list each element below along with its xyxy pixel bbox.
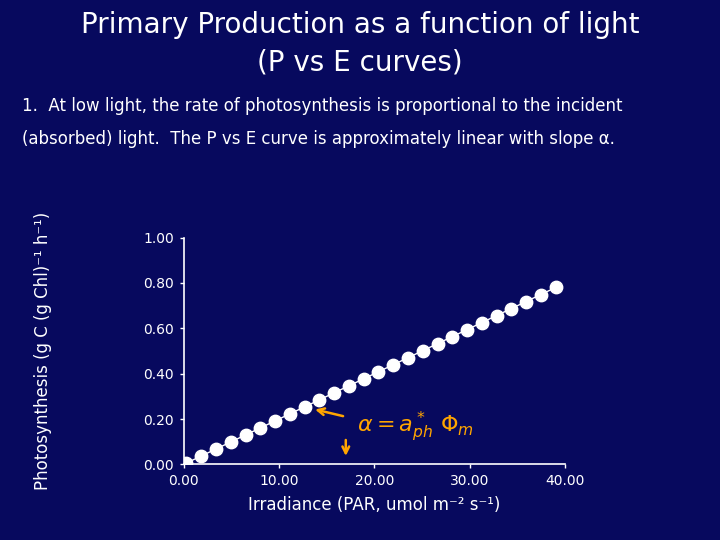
Point: [299, 402, 310, 411]
Point: [195, 451, 207, 460]
Text: Primary Production as a function of light: Primary Production as a function of ligh…: [81, 11, 639, 39]
Point: [446, 332, 458, 341]
Point: [491, 311, 503, 320]
Point: [505, 304, 517, 313]
Point: [343, 381, 355, 390]
Point: [210, 444, 222, 453]
Point: [462, 325, 473, 334]
Point: [387, 360, 399, 369]
Point: [269, 416, 281, 425]
Point: [535, 290, 546, 299]
Point: [240, 430, 251, 439]
Text: 1.  At low light, the rate of photosynthesis is proportional to the incident: 1. At low light, the rate of photosynthe…: [22, 97, 622, 115]
Point: [314, 395, 325, 404]
Point: [225, 437, 237, 446]
Text: Photosynthesis (g C (g Chl)⁻¹ h⁻¹): Photosynthesis (g C (g Chl)⁻¹ h⁻¹): [34, 212, 53, 490]
Text: $\alpha = a^*_{ph}\ \Phi_m$: $\alpha = a^*_{ph}\ \Phi_m$: [357, 410, 474, 444]
Text: (P vs E curves): (P vs E curves): [257, 49, 463, 77]
Point: [550, 283, 562, 292]
Point: [181, 458, 192, 467]
Text: (absorbed) light.  The P vs E curve is approximately linear with slope α.: (absorbed) light. The P vs E curve is ap…: [22, 130, 614, 147]
Point: [255, 423, 266, 432]
Point: [521, 297, 532, 306]
Point: [373, 367, 384, 376]
Point: [417, 346, 428, 355]
Point: [328, 388, 340, 397]
Point: [284, 409, 296, 418]
Point: [358, 374, 369, 383]
Point: [476, 318, 487, 327]
X-axis label: Irradiance (PAR, umol m⁻² s⁻¹): Irradiance (PAR, umol m⁻² s⁻¹): [248, 496, 500, 515]
Point: [402, 353, 414, 362]
Point: [432, 339, 444, 348]
